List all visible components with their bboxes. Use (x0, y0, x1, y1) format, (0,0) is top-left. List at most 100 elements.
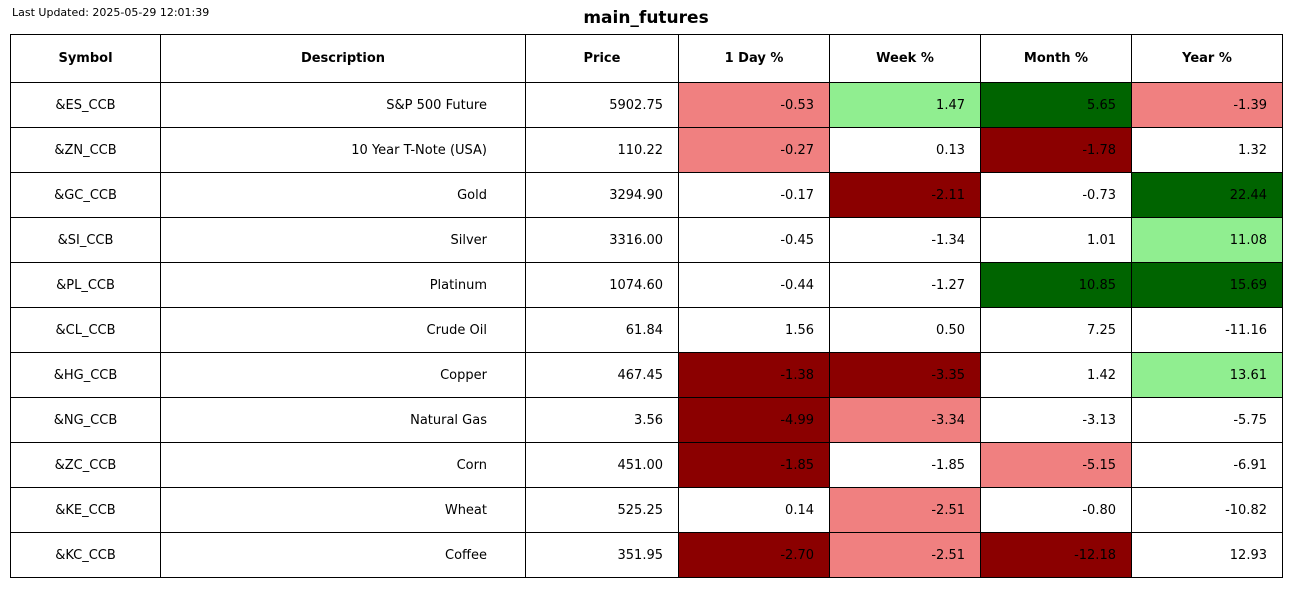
page-title: main_futures (583, 8, 709, 28)
symbol-cell: &SI_CCB (10, 217, 161, 263)
price-cell: 467.45 (525, 352, 679, 398)
description-cell: S&P 500 Future (160, 82, 526, 128)
symbol-cell: &KC_CCB (10, 532, 161, 578)
year-change-cell: -11.16 (1131, 307, 1283, 353)
year-change-cell: 15.69 (1131, 262, 1283, 308)
table-row: &ES_CCB S&P 500 Future 5902.75 -0.53 1.47 5.6… (10, 82, 1283, 128)
year-change-cell: 22.44 (1131, 172, 1283, 218)
column-header-price: Price (525, 34, 679, 83)
month-change-cell: 5.65 (980, 82, 1132, 128)
header-row: Symbol Description Price 1 Day % Week % Month… (10, 34, 1283, 83)
symbol-cell: &ZN_CCB (10, 127, 161, 173)
column-header-month: Month % (980, 34, 1132, 83)
symbol-cell: &CL_CCB (10, 307, 161, 353)
week-change-cell: 0.13 (829, 127, 981, 173)
description-cell: Crude Oil (160, 307, 526, 353)
table-row: &SI_CCB Silver 3316.00 -0.45 -1.34 1.01 11.08 (10, 217, 1283, 263)
description-cell: Platinum (160, 262, 526, 308)
futures-table: Symbol Description Price 1 Day % Week % Month… (10, 34, 1283, 578)
column-header-1-day: 1 Day % (678, 34, 830, 83)
week-change-cell: -3.35 (829, 352, 981, 398)
price-cell: 351.95 (525, 532, 679, 578)
description-cell: Wheat (160, 487, 526, 533)
table-body: &ES_CCB S&P 500 Future 5902.75 -0.53 1.47 5.6… (10, 82, 1283, 578)
price-cell: 3294.90 (525, 172, 679, 218)
day-change-cell: -1.38 (678, 352, 830, 398)
table-row: &ZN_CCB 10 Year T-Note (USA) 110.22 -0.27 0.… (10, 127, 1283, 173)
column-header-year: Year % (1131, 34, 1283, 83)
day-change-cell: -0.53 (678, 82, 830, 128)
year-change-cell: 11.08 (1131, 217, 1283, 263)
month-change-cell: 1.42 (980, 352, 1132, 398)
column-header-symbol: Symbol (10, 34, 161, 83)
symbol-cell: &HG_CCB (10, 352, 161, 398)
month-change-cell: -5.15 (980, 442, 1132, 488)
table-row: &KC_CCB Coffee 351.95 -2.70 -2.51 -12.18 12.93 (10, 532, 1283, 578)
week-change-cell: -2.11 (829, 172, 981, 218)
month-change-cell: -12.18 (980, 532, 1132, 578)
table-row: &KE_CCB Wheat 525.25 0.14 -2.51 -0.80 -10.82 (10, 487, 1283, 533)
table-row: &HG_CCB Copper 467.45 -1.38 -3.35 1.42 13.61 (10, 352, 1283, 398)
table-row: &CL_CCB Crude Oil 61.84 1.56 0.50 7.25 -11.16 (10, 307, 1283, 353)
year-change-cell: -1.39 (1131, 82, 1283, 128)
week-change-cell: -3.34 (829, 397, 981, 443)
year-change-cell: -5.75 (1131, 397, 1283, 443)
day-change-cell: 1.56 (678, 307, 830, 353)
symbol-cell: &ES_CCB (10, 82, 161, 128)
month-change-cell: -3.13 (980, 397, 1132, 443)
price-cell: 61.84 (525, 307, 679, 353)
month-change-cell: -0.80 (980, 487, 1132, 533)
week-change-cell: 1.47 (829, 82, 981, 128)
day-change-cell: -0.44 (678, 262, 830, 308)
year-change-cell: -6.91 (1131, 442, 1283, 488)
day-change-cell: -0.17 (678, 172, 830, 218)
week-change-cell: -1.85 (829, 442, 981, 488)
year-change-cell: 12.93 (1131, 532, 1283, 578)
table-row: &NG_CCB Natural Gas 3.56 -4.99 -3.34 -3.13 -5.… (10, 397, 1283, 443)
column-header-description: Description (160, 34, 526, 83)
description-cell: Natural Gas (160, 397, 526, 443)
week-change-cell: -1.27 (829, 262, 981, 308)
year-change-cell: 13.61 (1131, 352, 1283, 398)
month-change-cell: -1.78 (980, 127, 1132, 173)
day-change-cell: -4.99 (678, 397, 830, 443)
price-cell: 3.56 (525, 397, 679, 443)
day-change-cell: 0.14 (678, 487, 830, 533)
month-change-cell: 1.01 (980, 217, 1132, 263)
day-change-cell: -2.70 (678, 532, 830, 578)
year-change-cell: -10.82 (1131, 487, 1283, 533)
top-bar: Last Updated: 2025-05-29 12:01:39 main_f… (0, 0, 1292, 34)
symbol-cell: &PL_CCB (10, 262, 161, 308)
symbol-cell: &KE_CCB (10, 487, 161, 533)
day-change-cell: -0.45 (678, 217, 830, 263)
price-cell: 1074.60 (525, 262, 679, 308)
month-change-cell: 7.25 (980, 307, 1132, 353)
price-cell: 110.22 (525, 127, 679, 173)
week-change-cell: -1.34 (829, 217, 981, 263)
price-cell: 5902.75 (525, 82, 679, 128)
symbol-cell: &ZC_CCB (10, 442, 161, 488)
price-cell: 525.25 (525, 487, 679, 533)
description-cell: 10 Year T-Note (USA) (160, 127, 526, 173)
description-cell: Silver (160, 217, 526, 263)
description-cell: Corn (160, 442, 526, 488)
symbol-cell: &GC_CCB (10, 172, 161, 218)
description-cell: Gold (160, 172, 526, 218)
year-change-cell: 1.32 (1131, 127, 1283, 173)
symbol-cell: &NG_CCB (10, 397, 161, 443)
price-cell: 3316.00 (525, 217, 679, 263)
table-header: Symbol Description Price 1 Day % Week % Month… (10, 34, 1283, 83)
week-change-cell: -2.51 (829, 487, 981, 533)
day-change-cell: -0.27 (678, 127, 830, 173)
table-row: &GC_CCB Gold 3294.90 -0.17 -2.11 -0.73 22.44 (10, 172, 1283, 218)
description-cell: Coffee (160, 532, 526, 578)
table-row: &ZC_CCB Corn 451.00 -1.85 -1.85 -5.15 -6.91 (10, 442, 1283, 488)
last-updated-label: Last Updated: 2025-05-29 12:01:39 (12, 6, 210, 19)
day-change-cell: -1.85 (678, 442, 830, 488)
table-row: &PL_CCB Platinum 1074.60 -0.44 -1.27 10.85 15.… (10, 262, 1283, 308)
column-header-week: Week % (829, 34, 981, 83)
week-change-cell: 0.50 (829, 307, 981, 353)
month-change-cell: -0.73 (980, 172, 1132, 218)
week-change-cell: -2.51 (829, 532, 981, 578)
